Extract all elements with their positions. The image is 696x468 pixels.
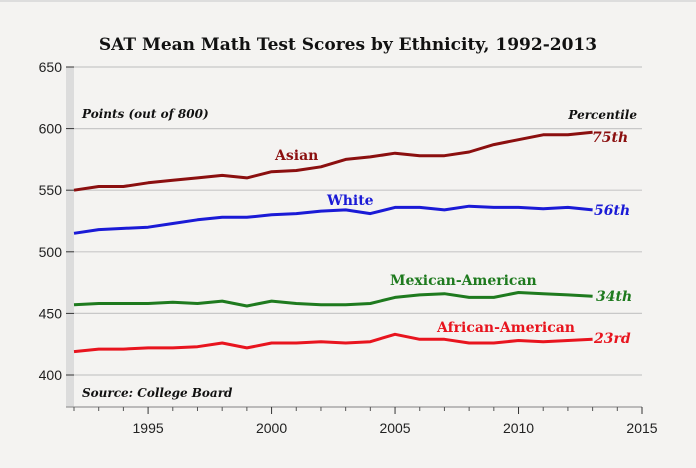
- x-tick-label: 2000: [256, 420, 287, 436]
- percentile-label-mexican-american: 34th: [596, 289, 632, 305]
- y-tick-label: 450: [39, 305, 63, 321]
- series-line-african-american: [73, 332, 593, 354]
- series-line-asian: [73, 130, 593, 192]
- y-tick-label: 500: [39, 244, 63, 260]
- x-tick-label: 2015: [626, 420, 657, 436]
- percentile-label-asian: 75th: [592, 130, 628, 146]
- x-tick-label: 2005: [379, 420, 410, 436]
- x-tick-label: 1995: [133, 420, 164, 436]
- y-tick-label: 550: [39, 182, 63, 198]
- y-tick-label: 600: [39, 121, 63, 137]
- series-line-white: [73, 204, 593, 235]
- series-label-african-american: African-American: [436, 320, 575, 336]
- percentile-header: Percentile: [567, 108, 637, 122]
- percentile-label-white: 56th: [594, 203, 630, 219]
- y-axis-strip: [66, 67, 74, 407]
- series-label-mexican-american: Mexican-American: [390, 273, 537, 289]
- y-tick-label: 400: [39, 367, 63, 383]
- x-tick-label: 2010: [503, 420, 534, 436]
- series-label-asian: Asian: [274, 148, 318, 164]
- source-note: Source: College Board: [82, 386, 233, 400]
- y-tick-label: 650: [39, 59, 63, 75]
- percentile-label-african-american: 23rd: [593, 331, 631, 347]
- series-line-mexican-american: [73, 291, 593, 308]
- chart-title: SAT Mean Math Test Scores by Ethnicity, …: [99, 35, 597, 55]
- top-border: [0, 0, 696, 2]
- y-axis-label: Points (out of 800): [81, 107, 209, 121]
- series-label-white: White: [326, 193, 374, 209]
